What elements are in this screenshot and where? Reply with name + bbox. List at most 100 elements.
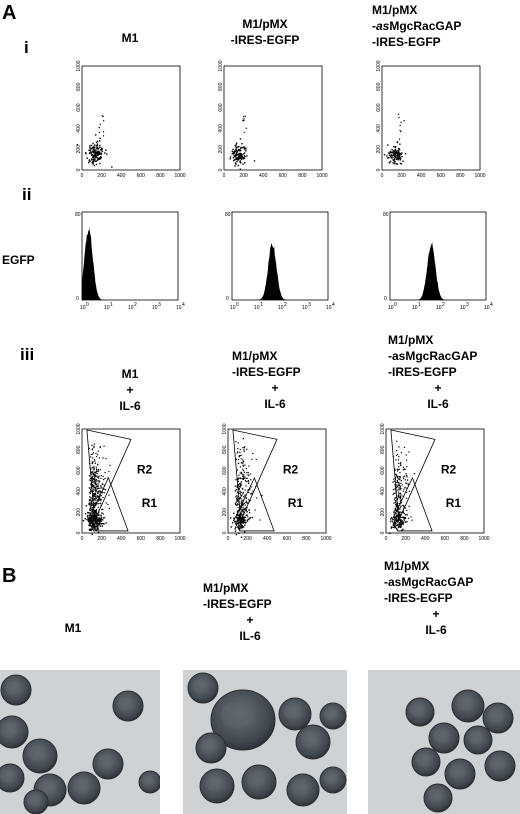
gate-r2	[390, 429, 436, 523]
x-tick-label: 10	[80, 305, 86, 311]
plot-frame	[231, 211, 329, 301]
micrograph-as-il6	[368, 670, 520, 814]
x-tick-label: 10	[388, 305, 394, 311]
y-tick-label: 200	[76, 145, 82, 154]
x-tick-label: 10	[412, 305, 418, 311]
row-iii-title-3: M1/pMX -asMgcRacGAP -IRES-EGFP + IL-6	[388, 333, 478, 411]
x-tick-label: 400	[117, 173, 126, 179]
cell-nucleus	[27, 794, 40, 806]
x-tick-exponent: 3	[158, 302, 161, 308]
scatter-points	[82, 443, 111, 536]
cell-nucleus	[28, 745, 46, 762]
cell-nucleus	[0, 769, 15, 783]
cell-nucleus	[97, 755, 113, 769]
y-tick-label: 400	[376, 124, 382, 133]
y-tick-label: 200	[380, 508, 386, 517]
x-tick-label: 600	[441, 536, 450, 542]
x-tick-label: 200	[243, 536, 252, 542]
x-tick-label: 800	[460, 536, 469, 542]
plot-frame	[81, 428, 181, 534]
x-tick-label: 10	[128, 305, 134, 311]
y-tick-label: 800	[218, 82, 224, 91]
gate-r1	[87, 476, 129, 532]
x-tick-exponent: 0	[86, 302, 89, 308]
cell-nucleus	[489, 757, 505, 771]
y-tick-label: 400	[76, 487, 82, 496]
cell-nucleus	[220, 701, 253, 729]
x-tick-label: 800	[156, 173, 165, 179]
col-title-m1-pmx-as: M1/pMX -asMgcRacGAP -IRES-EGFP	[372, 3, 462, 49]
x-tick-label: 400	[421, 536, 430, 542]
scatter-plot-i-1: 0 0 200 200 400 400 600 600 800 800 1000 1000	[72, 60, 194, 186]
histogram-ii-3: 0 80 10 0 10 1 10 2 10 3 10 4	[380, 208, 500, 318]
gate-label-r1: R1	[288, 496, 304, 510]
y-tick-label: 0	[218, 168, 224, 171]
x-tick-exponent: 0	[236, 302, 239, 308]
cell-nucleus	[192, 679, 208, 693]
y-tick-label: 800	[76, 82, 82, 91]
x-tick-label: 600	[279, 173, 288, 179]
y-tick-label: 400	[222, 487, 228, 496]
micrograph-m1	[0, 670, 160, 814]
x-tick-label: 600	[437, 173, 446, 179]
plot-frame	[381, 65, 481, 171]
x-tick-label: 600	[283, 536, 292, 542]
cell-nucleus	[456, 696, 473, 711]
cell-nucleus	[487, 709, 503, 723]
col-title-m1-pmx: M1/pMX -IRES-EGFP	[230, 17, 300, 47]
x-tick-label: 200	[239, 173, 248, 179]
y-tick-label: 400	[218, 124, 224, 133]
gate-label-r1: R1	[446, 496, 462, 510]
x-tick-label: 200	[397, 173, 406, 179]
y-tick-label: 0	[384, 296, 387, 302]
cell-nucleus	[468, 731, 483, 745]
x-tick-label: 600	[137, 536, 146, 542]
y-tick-label: 200	[222, 508, 228, 517]
x-tick-label: 0	[81, 173, 84, 179]
gate-r1	[233, 476, 275, 532]
y-tick-label: 1000	[222, 423, 228, 434]
x-tick-label: 10	[104, 305, 110, 311]
y-tick-label: 0	[222, 531, 228, 534]
y-tick-label: 1000	[76, 423, 82, 434]
histogram-ii-2: 0 80 10 0 10 1 10 2 10 3 10 4	[222, 208, 342, 318]
y-tick-label: 800	[76, 445, 82, 454]
y-tick-label: 0	[380, 531, 386, 534]
x-tick-label: 10	[460, 305, 466, 311]
y-tick-label: 800	[376, 82, 382, 91]
x-tick-label: 200	[97, 536, 106, 542]
gate-label-r1: R1	[142, 496, 158, 510]
row-ii-label: ii	[22, 185, 32, 204]
x-tick-exponent: 3	[308, 302, 311, 308]
plot-frame	[81, 211, 179, 301]
x-tick-exponent: 1	[110, 302, 113, 308]
plot-frame	[223, 65, 323, 171]
panel-b-title-1: M1	[64, 621, 82, 635]
x-tick-label: 0	[81, 536, 84, 542]
x-tick-label: 10	[254, 305, 260, 311]
y-tick-label: 80	[383, 212, 389, 218]
y-tick-label: 80	[225, 212, 231, 218]
y-tick-label: 0	[226, 296, 229, 302]
y-tick-label: 600	[222, 466, 228, 475]
x-tick-label: 0	[385, 536, 388, 542]
x-tick-label: 1000	[174, 536, 185, 542]
cell-nucleus	[5, 681, 21, 695]
x-tick-label: 10	[176, 305, 182, 311]
cell-nucleus	[410, 703, 425, 717]
cell-nucleus	[428, 789, 443, 803]
y-tick-label: 600	[76, 466, 82, 475]
gated-scatter-iii-2: 0 0 200 200 400 400 600 600 800 800 1000 1000 R2 R1	[218, 423, 340, 549]
row-iii-label: iii	[20, 345, 35, 364]
x-tick-label: 0	[223, 173, 226, 179]
cell-nucleus	[117, 697, 133, 711]
x-tick-label: 800	[298, 173, 307, 179]
gate-r1	[391, 476, 433, 532]
egfp-axis-label: EGFP	[2, 253, 35, 267]
panel-b-title-2: M1/pMX -IRES-EGFP + IL-6	[203, 581, 272, 643]
x-tick-label: 0	[227, 536, 230, 542]
cell-nucleus	[323, 708, 337, 720]
x-tick-label: 10	[484, 305, 490, 311]
scatter-plot-i-3: 0 0 200 200 400 400 600 600 800 800 1000 1000	[372, 60, 494, 186]
x-tick-label: 400	[117, 536, 126, 542]
